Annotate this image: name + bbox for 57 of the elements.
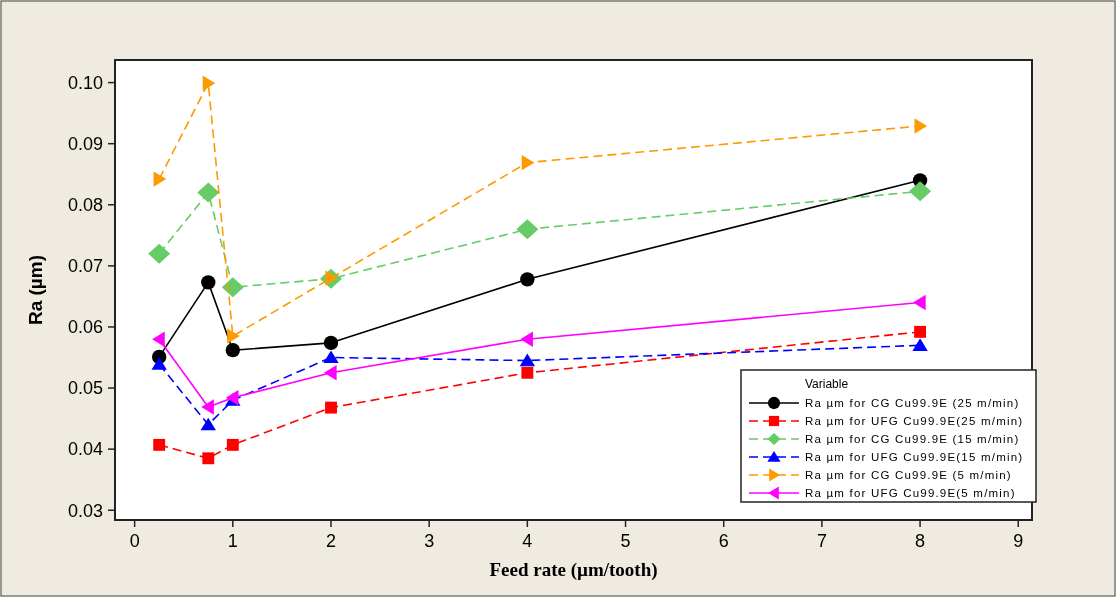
y-tick-label: 0.09: [67, 133, 103, 154]
point: [325, 401, 337, 414]
point: [519, 353, 536, 367]
legend-label: Ra µm for CG Cu99.9E (5 m/min): [805, 469, 1012, 482]
point: [197, 182, 220, 203]
point: [521, 366, 534, 379]
point: [521, 154, 535, 171]
point: [323, 350, 339, 364]
legend-label: Ra µm for UFG Cu99.9E(15 m/min): [805, 451, 1024, 464]
y-tick-label: 0.10: [67, 72, 103, 93]
y-tick-label: 0.08: [67, 195, 103, 216]
x-axis-title: Feed rate (µm/tooth): [489, 559, 658, 581]
x-tick-label: 4: [522, 531, 533, 551]
point: [201, 275, 216, 290]
legend-label: Ra µm for UFG Cu99.9E(5 m/min): [805, 487, 1016, 500]
point: [148, 243, 171, 264]
x-tick-label: 2: [325, 531, 336, 551]
point: [202, 75, 216, 91]
x-tick-label: 9: [1013, 531, 1024, 551]
point: [520, 331, 533, 347]
point: [324, 365, 337, 381]
point: [912, 338, 928, 351]
y-tick-label: 0.05: [67, 378, 103, 399]
legend-label: Ra µm for CG Cu99.9E (15 m/min): [805, 433, 1020, 446]
x-tick-label: 8: [915, 531, 926, 551]
point: [153, 171, 167, 187]
legend-title: Variable: [805, 377, 849, 391]
x-tick-label: 0: [129, 531, 140, 551]
point: [200, 417, 216, 431]
point: [909, 181, 932, 202]
x-tick-label: 3: [424, 531, 435, 551]
point: [914, 118, 928, 134]
point: [914, 325, 927, 338]
point: [202, 452, 215, 465]
point: [323, 335, 339, 350]
point: [227, 328, 240, 344]
x-tick-label: 5: [620, 531, 631, 551]
x-tick-label: 1: [227, 531, 238, 551]
y-tick-label: 0.04: [67, 439, 103, 460]
point: [201, 399, 214, 415]
point: [226, 438, 239, 451]
y-tick-label: 0.07: [67, 256, 103, 277]
legend-label: Ra µm for UFG Cu99.9E(25 m/min): [805, 415, 1024, 428]
point: [913, 294, 926, 311]
y-tick-label: 0.06: [67, 317, 103, 338]
point: [153, 438, 166, 451]
point: [221, 277, 244, 298]
point: [520, 272, 535, 287]
x-tick-label: 6: [718, 531, 729, 551]
y-tick-label: 0.03: [67, 500, 103, 521]
legend-label: Ra µm for CG Cu99.9E (25 m/min): [805, 397, 1020, 410]
y-axis-title: Ra (µm): [25, 254, 46, 326]
point: [152, 331, 165, 347]
point: [516, 219, 539, 240]
point: [225, 343, 240, 358]
x-tick-label: 7: [816, 531, 827, 551]
point: [151, 357, 167, 370]
